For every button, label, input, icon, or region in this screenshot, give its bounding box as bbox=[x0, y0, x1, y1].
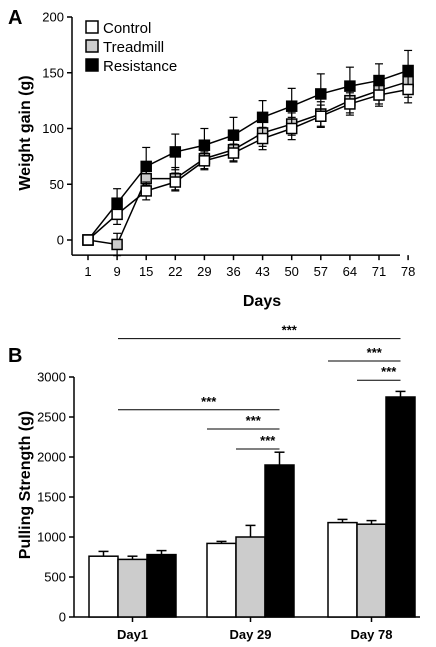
series-line-resistance bbox=[87, 69, 409, 241]
panel-a-x-tick-label: 43 bbox=[255, 264, 269, 279]
panel-b-bars bbox=[88, 390, 416, 618]
panel-a-y-tick-label: 150 bbox=[42, 65, 64, 80]
data-point bbox=[198, 155, 211, 167]
bar-treadmill bbox=[235, 536, 266, 618]
panel-a-x-tick-label: 29 bbox=[197, 264, 211, 279]
data-point bbox=[169, 146, 182, 158]
panel-a-axes: 0 50 100 150 200 1 9 15 22 29 36 43 50 57 64 71 78 bbox=[42, 10, 415, 280]
panel-b-y-tick-label: 3000 bbox=[37, 370, 66, 385]
data-point bbox=[315, 110, 327, 122]
panel-a-x-tick-label: 1 bbox=[84, 264, 91, 279]
panel-b-x-tick-label: Day1 bbox=[117, 627, 148, 642]
significance-label: *** bbox=[367, 345, 383, 360]
data-point bbox=[140, 185, 152, 197]
legend-label-resistance: Resistance bbox=[103, 58, 177, 75]
data-point bbox=[111, 208, 123, 221]
data-point bbox=[373, 89, 385, 101]
bar-control bbox=[206, 542, 237, 618]
panel-b-y-axis-title: Pulling Strength (g) bbox=[17, 411, 34, 559]
significance-label: *** bbox=[282, 323, 298, 338]
data-point bbox=[285, 122, 298, 135]
legend-label-treadmill: Treadmill bbox=[103, 39, 164, 56]
data-point bbox=[256, 132, 269, 145]
panel-a-line-chart: A Weight gain (g) Days 0 50 100 150 200 1 9 15 2… bbox=[8, 7, 415, 310]
panel-a-x-tick-label: 57 bbox=[314, 264, 328, 279]
panel-a-x-tick-label: 50 bbox=[284, 264, 298, 279]
data-point bbox=[169, 176, 182, 188]
panel-a-y-tick-label: 50 bbox=[50, 177, 64, 192]
panel-b-y-tick-label: 2000 bbox=[37, 450, 66, 465]
panel-b-y-tick-label: 1500 bbox=[37, 490, 66, 505]
panel-a-x-tick-label: 64 bbox=[343, 264, 357, 279]
panel-b-y-tick-label: 1000 bbox=[37, 530, 66, 545]
series-line-control bbox=[87, 88, 409, 241]
panel-a-x-axis-title: Days bbox=[243, 293, 281, 310]
series-treadmill bbox=[82, 65, 414, 257]
panel-a-x-tick-label: 15 bbox=[139, 264, 153, 279]
series-line-treadmill bbox=[87, 80, 409, 246]
significance-label: *** bbox=[381, 364, 397, 379]
data-point bbox=[227, 147, 240, 159]
bar-control bbox=[88, 555, 119, 618]
panel-a-y-tick-label: 200 bbox=[42, 10, 64, 25]
bar-treadmill bbox=[117, 558, 148, 618]
panel-a-legend: Control Treadmill Resistance bbox=[85, 20, 177, 75]
panel-a-x-tick-label: 71 bbox=[372, 264, 386, 279]
panel-a-y-axis-title: Weight gain (g) bbox=[17, 75, 34, 190]
data-point bbox=[285, 100, 298, 112]
data-point bbox=[82, 234, 94, 246]
panel-b-y-tick-label: 0 bbox=[59, 610, 66, 625]
panel-b-significance: *** *** *** *** *** *** bbox=[118, 323, 401, 450]
legend-label-control: Control bbox=[103, 20, 151, 37]
significance-label: *** bbox=[246, 413, 262, 428]
legend-swatch-resistance bbox=[85, 58, 99, 72]
data-point bbox=[344, 98, 356, 110]
bar-control bbox=[327, 521, 358, 618]
legend-swatch-control bbox=[85, 20, 99, 34]
panel-a-x-tick-label: 9 bbox=[113, 264, 120, 279]
bar-treadmill bbox=[356, 523, 387, 618]
data-point bbox=[315, 88, 327, 100]
series-control bbox=[82, 75, 414, 246]
panel-a-letter: A bbox=[8, 7, 22, 29]
panel-a-x-tick-label: 22 bbox=[168, 264, 182, 279]
panel-b-y-tick-label: 500 bbox=[44, 570, 66, 585]
panel-a-x-tick-label: 78 bbox=[401, 264, 415, 279]
panel-a-y-tick-label: 0 bbox=[57, 233, 64, 248]
panel-b-y-tick-label: 2500 bbox=[37, 410, 66, 425]
significance-label: *** bbox=[201, 394, 217, 409]
panel-b-x-tick-label: Day 29 bbox=[230, 627, 272, 642]
bar-resistance bbox=[264, 464, 295, 618]
series-resistance bbox=[82, 49, 414, 246]
bar-resistance bbox=[385, 396, 416, 618]
panel-a-x-tick-label: 36 bbox=[226, 264, 240, 279]
significance-label: *** bbox=[260, 433, 276, 448]
panel-b-letter: B bbox=[8, 345, 22, 367]
bar-resistance bbox=[146, 553, 177, 618]
panel-a-series bbox=[82, 49, 414, 257]
panel-a-y-tick-label: 100 bbox=[42, 121, 64, 136]
panel-b-x-tick-label: Day 78 bbox=[351, 627, 393, 642]
data-point bbox=[402, 83, 414, 96]
panel-b-bar-chart: B Pulling Strength (g) 0 500 1000 1500 2000 2… bbox=[8, 323, 420, 642]
data-point bbox=[111, 238, 123, 251]
legend-swatch-treadmill bbox=[85, 39, 99, 53]
